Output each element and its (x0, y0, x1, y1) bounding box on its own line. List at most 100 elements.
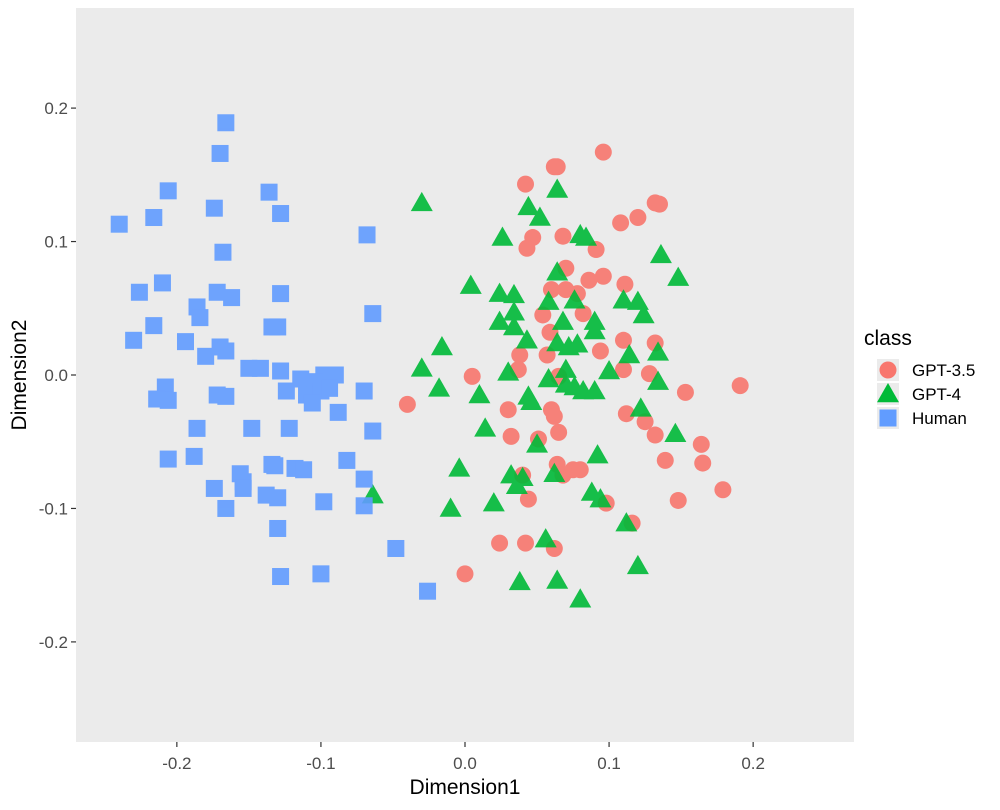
circle-point (502, 427, 520, 445)
triangle-point (546, 261, 569, 281)
legend-circle-icon (879, 361, 897, 379)
y-axis-title: Dimension2 (8, 320, 31, 431)
x-tick-label: -0.1 (306, 754, 335, 773)
circle-point (398, 395, 416, 413)
circle-point (574, 305, 592, 323)
circle-point (534, 306, 552, 324)
x-axis-title: Dimension1 (410, 776, 521, 799)
series-human (110, 114, 437, 600)
square-point (205, 479, 223, 497)
triangle-point (537, 290, 560, 310)
circle-point (548, 158, 566, 176)
triangle-point (632, 303, 655, 324)
square-point (326, 366, 344, 384)
circle-point (617, 405, 635, 423)
circle-point (571, 461, 589, 479)
triangle-point (520, 390, 543, 410)
triangle-point (439, 497, 462, 517)
x-axis: -0.2 -0.1 0.0 0.1 0.2 (162, 742, 765, 773)
circle-point (714, 481, 732, 499)
square-point (197, 347, 215, 365)
triangle-point (491, 226, 514, 246)
circle-point (594, 143, 612, 161)
x-tick-label: -0.2 (162, 754, 191, 773)
circle-point (517, 175, 535, 193)
triangle-point (511, 466, 534, 487)
series-gpt-4 (361, 178, 690, 608)
square-point (214, 243, 232, 261)
triangle-point (583, 319, 606, 340)
circle-point (692, 435, 710, 453)
triangle-point (598, 359, 621, 380)
triangle-point (428, 377, 451, 397)
triangle-point (546, 178, 569, 198)
legend-triangle-icon (877, 383, 899, 403)
triangle-point (448, 457, 471, 477)
triangle-point (554, 358, 577, 378)
square-point (159, 182, 177, 200)
square-point (329, 403, 347, 421)
y-tick-label: 0.1 (44, 233, 68, 252)
triangle-point (664, 422, 687, 442)
square-point (269, 489, 287, 507)
square-point (266, 457, 284, 475)
square-point (234, 479, 252, 497)
circle-point (651, 195, 668, 213)
square-point (364, 422, 382, 440)
y-axis: -0.2 -0.1 0.0 0.1 0.2 (39, 99, 76, 652)
square-point (208, 283, 226, 301)
x-tick-label: 0.0 (453, 754, 477, 773)
circle-point (629, 209, 647, 227)
circle-point (694, 454, 712, 472)
triangle-point (563, 289, 586, 309)
triangle-point (566, 333, 589, 353)
y-tick-label: -0.1 (39, 499, 68, 518)
triangle-point (502, 283, 525, 304)
square-point (145, 209, 163, 227)
triangle-point (517, 195, 540, 216)
square-point (355, 470, 373, 488)
y-tick-label: 0.0 (44, 366, 68, 385)
circle-point (550, 423, 568, 441)
triangle-point (468, 384, 491, 404)
triangle-point (474, 417, 497, 437)
square-point (419, 582, 437, 600)
triangle-point (410, 191, 433, 212)
triangle-point (537, 368, 560, 388)
triangle-point (649, 243, 672, 264)
triangle-point (615, 512, 638, 532)
triangle-point (430, 335, 453, 356)
circle-point (519, 490, 537, 508)
circle-point (612, 214, 630, 232)
triangle-point (515, 329, 538, 349)
circle-point (518, 239, 536, 257)
square-point (312, 565, 330, 583)
square-point (188, 419, 206, 437)
square-point (243, 419, 261, 437)
circle-point (656, 451, 674, 469)
square-point (125, 331, 143, 349)
circle-point (640, 365, 658, 383)
circle-point (580, 271, 598, 289)
points-layer (110, 114, 749, 608)
circle-point (731, 377, 749, 395)
square-point (223, 289, 241, 307)
triangle-point (626, 554, 649, 575)
triangle-point (612, 289, 635, 309)
square-point (277, 382, 295, 400)
square-point (355, 497, 373, 515)
triangle-point (543, 462, 566, 483)
square-point (355, 382, 373, 400)
triangle-point (410, 357, 433, 377)
triangle-point (482, 492, 505, 512)
square-point (303, 394, 321, 412)
square-point (272, 362, 290, 380)
square-point (295, 461, 313, 479)
legend-square-icon (879, 409, 897, 427)
circle-point (669, 491, 687, 509)
triangle-point (629, 397, 652, 417)
circle-point (491, 534, 509, 552)
square-point (217, 499, 235, 517)
triangle-point (546, 331, 569, 352)
